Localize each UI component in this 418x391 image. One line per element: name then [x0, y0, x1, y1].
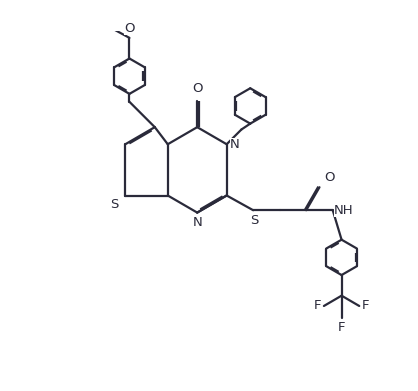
Text: O: O: [192, 82, 202, 95]
Text: S: S: [110, 199, 118, 212]
Text: O: O: [324, 171, 335, 184]
Text: S: S: [250, 214, 259, 227]
Text: F: F: [338, 321, 345, 334]
Text: N: N: [229, 138, 240, 151]
Text: N: N: [192, 215, 202, 228]
Text: F: F: [314, 300, 321, 312]
Text: NH: NH: [334, 204, 354, 217]
Text: F: F: [362, 300, 369, 312]
Text: O: O: [124, 22, 135, 35]
